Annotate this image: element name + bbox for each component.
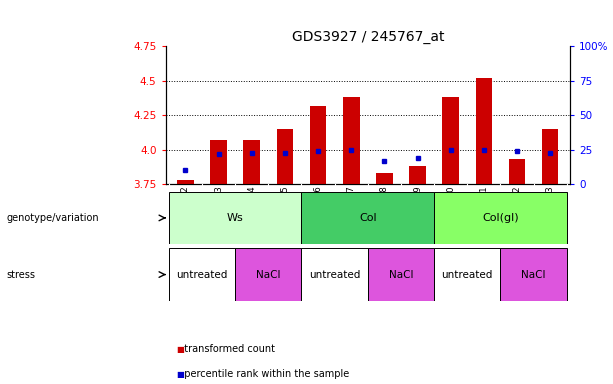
- Bar: [509, 159, 525, 184]
- Bar: [409, 166, 426, 184]
- Bar: [302, 192, 434, 244]
- Text: ■: ■: [177, 370, 185, 379]
- Text: genotype/variation: genotype/variation: [6, 213, 99, 223]
- Bar: [376, 173, 393, 184]
- Text: NaCl: NaCl: [522, 270, 546, 280]
- Bar: [210, 140, 227, 184]
- Text: Ws: Ws: [227, 213, 243, 223]
- Bar: [343, 97, 359, 184]
- Text: untreated: untreated: [177, 270, 227, 280]
- Bar: [310, 106, 326, 184]
- Text: stress: stress: [6, 270, 35, 280]
- Bar: [434, 248, 500, 301]
- Bar: [443, 97, 459, 184]
- Bar: [476, 78, 492, 184]
- Bar: [235, 248, 302, 301]
- Bar: [169, 248, 235, 301]
- Text: NaCl: NaCl: [256, 270, 281, 280]
- Text: ■: ■: [177, 345, 185, 354]
- Text: NaCl: NaCl: [389, 270, 413, 280]
- Text: percentile rank within the sample: percentile rank within the sample: [178, 369, 349, 379]
- Bar: [368, 248, 434, 301]
- Bar: [169, 192, 302, 244]
- Bar: [177, 180, 194, 184]
- Bar: [500, 248, 567, 301]
- Text: Col: Col: [359, 213, 376, 223]
- Bar: [302, 248, 368, 301]
- Bar: [243, 140, 260, 184]
- Text: untreated: untreated: [309, 270, 360, 280]
- Bar: [434, 192, 567, 244]
- Bar: [276, 129, 293, 184]
- Title: GDS3927 / 245767_at: GDS3927 / 245767_at: [292, 30, 444, 44]
- Text: untreated: untreated: [441, 270, 493, 280]
- Bar: [542, 129, 558, 184]
- Text: transformed count: transformed count: [178, 344, 275, 354]
- Text: Col(gl): Col(gl): [482, 213, 519, 223]
